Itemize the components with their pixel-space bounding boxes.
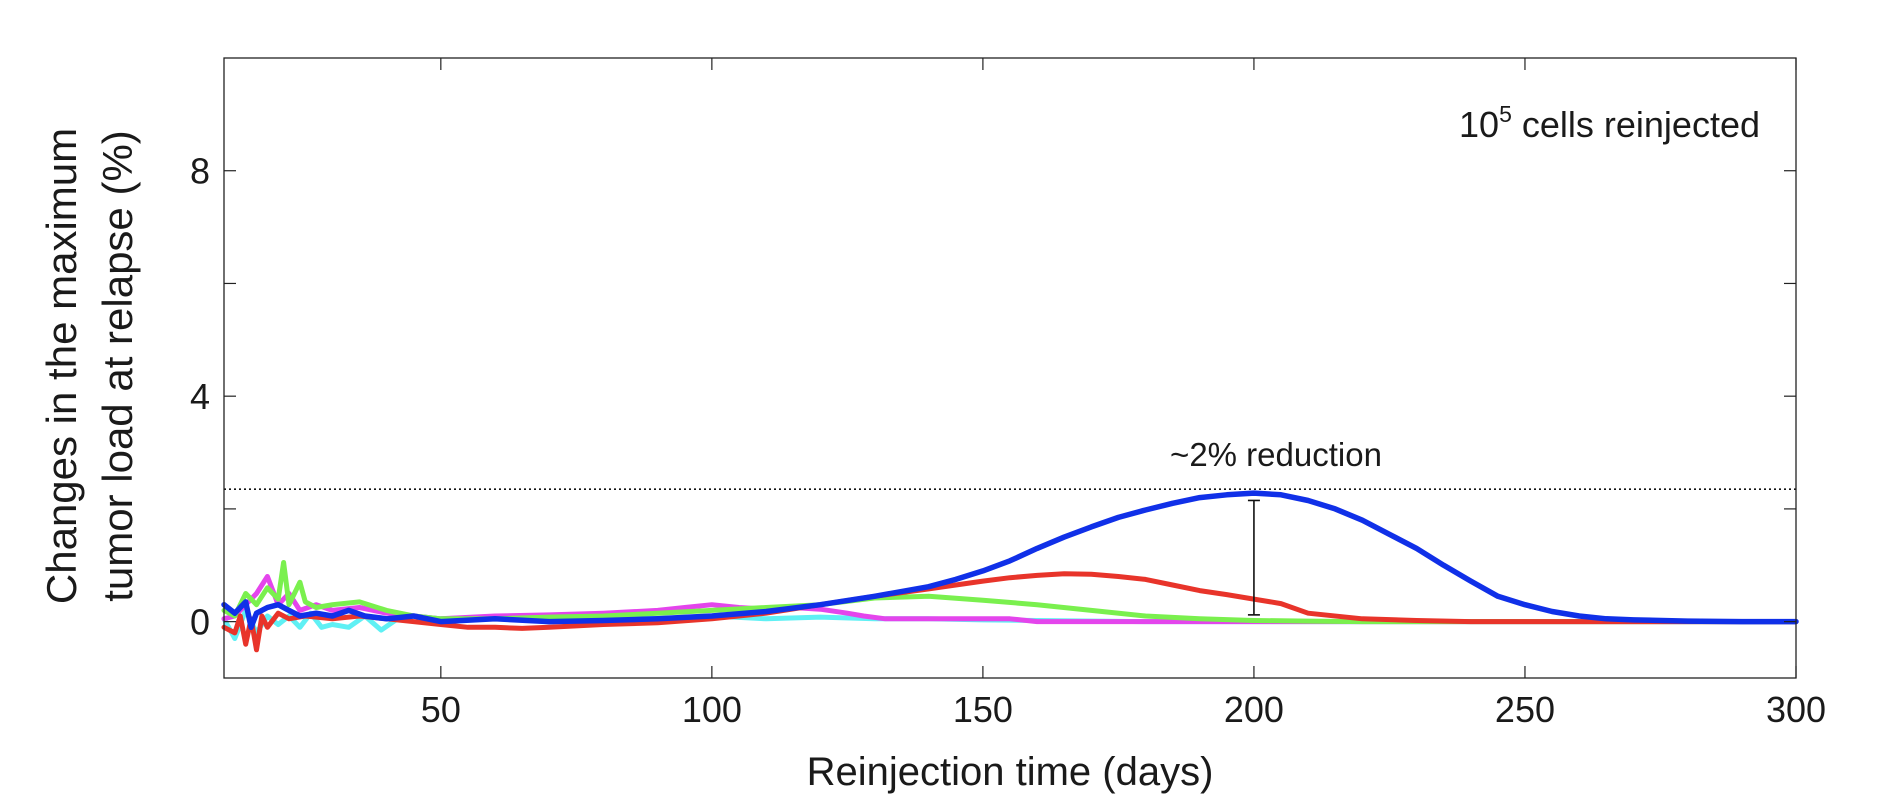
cells-annotation: 105 cells reinjected bbox=[1459, 101, 1760, 145]
y-ticks: 0 4 8 bbox=[190, 151, 1796, 643]
y-tick-label: 4 bbox=[190, 376, 210, 417]
reference-layer bbox=[224, 488, 1796, 616]
annotation-base: 10 bbox=[1459, 104, 1499, 145]
series-line-red bbox=[221, 571, 1799, 653]
plot-area bbox=[224, 58, 1796, 678]
x-tick-label: 250 bbox=[1495, 689, 1555, 730]
annotation-rest: cells reinjected bbox=[1512, 104, 1760, 145]
series-layer bbox=[221, 490, 1799, 653]
y-tick-label: 8 bbox=[190, 151, 210, 192]
x-axis-label: Reinjection time (days) bbox=[807, 750, 1214, 794]
y-axis-label: Changes in the maximum tumor load at rel… bbox=[38, 128, 141, 604]
annotation-exponent: 5 bbox=[1499, 101, 1512, 127]
plot-frame bbox=[223, 57, 1797, 679]
x-tick-label: 150 bbox=[953, 689, 1013, 730]
series-line-magenta bbox=[221, 574, 1799, 625]
y-axis-label-line-1: Changes in the maximum bbox=[38, 128, 85, 604]
x-tick-label: 200 bbox=[1224, 689, 1284, 730]
x-tick-label: 300 bbox=[1766, 689, 1826, 730]
x-ticks: 50 100 150 200 250 300 bbox=[421, 58, 1826, 730]
y-axis-label-line-2: tumor load at relapse (%) bbox=[94, 130, 141, 602]
x-tick-label: 100 bbox=[682, 689, 742, 730]
series-line-blue bbox=[221, 490, 1799, 631]
x-tick-label: 50 bbox=[421, 689, 461, 730]
reduction-label: ~2% reduction bbox=[1170, 436, 1382, 473]
y-tick-label: 0 bbox=[190, 602, 210, 643]
